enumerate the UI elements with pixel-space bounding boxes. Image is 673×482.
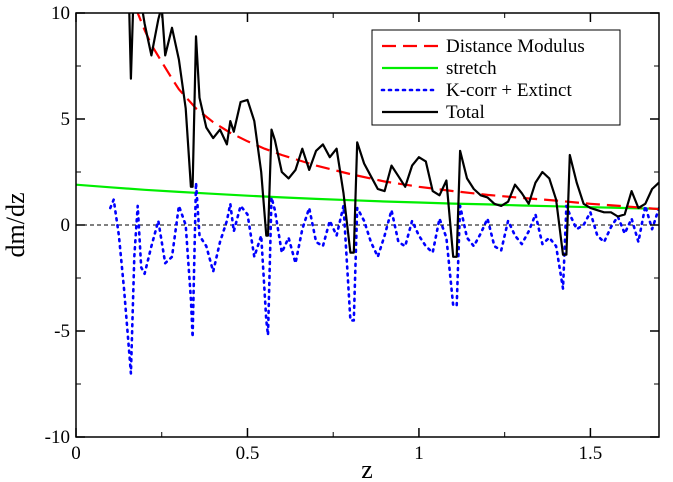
legend-label: Total — [446, 102, 485, 123]
series-line-stretch — [76, 183, 659, 210]
x-tick-label: 1.5 — [579, 443, 603, 464]
series-layer — [76, 13, 659, 375]
y-tick-label: -5 — [54, 321, 70, 342]
y-tick-label: 0 — [61, 215, 71, 236]
legend-label: K-corr + Extinct — [446, 80, 572, 101]
series-line-total — [128, 13, 659, 258]
y-tick-label: 5 — [61, 109, 71, 130]
series-line-distance-modulus — [136, 13, 659, 211]
y-tick-label: -10 — [45, 427, 70, 448]
legend-label: stretch — [446, 58, 497, 79]
series-line-k-corr-extinct — [109, 181, 659, 375]
y-axis-label: dm/dz — [1, 193, 30, 258]
ticks-layer: 0 0.5 1 1.5 -10 -5 0 5 10 — [45, 3, 659, 464]
x-tick-label: 0 — [71, 443, 81, 464]
y-tick-label: 10 — [51, 3, 70, 24]
x-axis-label: z — [361, 455, 373, 482]
x-tick-label: 0.5 — [236, 443, 260, 464]
legend-label: Distance Modulus — [446, 36, 585, 57]
x-tick-label: 1 — [414, 443, 424, 464]
